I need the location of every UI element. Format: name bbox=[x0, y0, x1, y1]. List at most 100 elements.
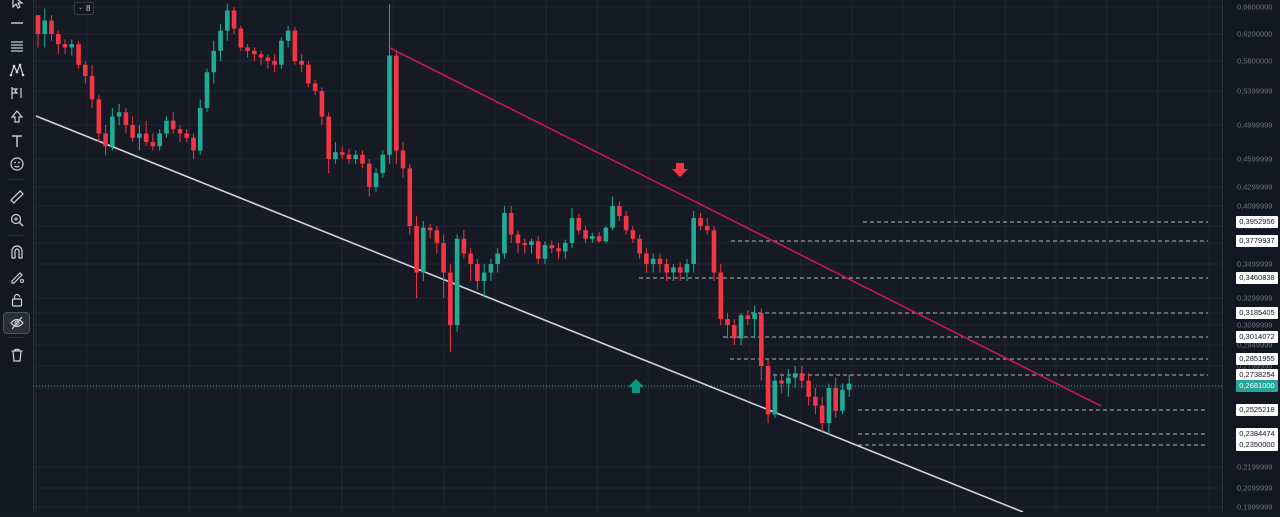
candle-body[interactable] bbox=[711, 230, 717, 273]
candle-body[interactable] bbox=[238, 28, 244, 48]
candle-body[interactable] bbox=[177, 129, 183, 134]
candle-body[interactable] bbox=[833, 388, 838, 411]
lock-tool[interactable] bbox=[4, 290, 29, 310]
candle-body[interactable] bbox=[475, 264, 480, 281]
candle-body[interactable] bbox=[508, 213, 514, 235]
candle-body[interactable] bbox=[657, 258, 663, 264]
candle-body[interactable] bbox=[110, 116, 115, 147]
candle-body[interactable] bbox=[542, 245, 548, 259]
candle-body[interactable] bbox=[684, 264, 690, 273]
candle-body[interactable] bbox=[346, 154, 352, 159]
candle-body[interactable] bbox=[96, 99, 102, 134]
candle-body[interactable] bbox=[245, 47, 250, 51]
price-axis[interactable]: 0,6600000 0,6200000 0,5800000 0,5399999 0,49… bbox=[1222, 0, 1280, 512]
candle-body[interactable] bbox=[116, 112, 122, 117]
candle-body[interactable] bbox=[590, 236, 595, 239]
candle-body[interactable] bbox=[204, 72, 210, 108]
candle-body[interactable] bbox=[319, 91, 325, 117]
magnet-tool[interactable] bbox=[4, 242, 29, 262]
candle-body[interactable] bbox=[617, 206, 622, 216]
candle-body[interactable] bbox=[556, 248, 561, 252]
fib-retracement-tool[interactable] bbox=[4, 36, 29, 56]
level-price-label[interactable]: 0,2738254 bbox=[1236, 369, 1278, 381]
candle-body[interactable] bbox=[130, 125, 135, 138]
candle-body[interactable] bbox=[434, 230, 440, 243]
pattern-tool[interactable] bbox=[4, 60, 29, 80]
candle-body[interactable] bbox=[170, 120, 176, 130]
candle-body[interactable] bbox=[292, 30, 298, 61]
candle-body[interactable] bbox=[164, 120, 169, 134]
level-price-label[interactable]: 0,2350000 bbox=[1236, 439, 1278, 451]
candle-body[interactable] bbox=[150, 142, 156, 147]
candle-body[interactable] bbox=[738, 315, 744, 339]
candle-body[interactable] bbox=[62, 44, 68, 48]
candle-body[interactable] bbox=[562, 243, 568, 252]
candle-body[interactable] bbox=[448, 272, 453, 326]
emoji-tool[interactable] bbox=[4, 154, 29, 174]
candle-body[interactable] bbox=[481, 272, 487, 282]
candle-body[interactable] bbox=[258, 54, 264, 58]
candle-body[interactable] bbox=[650, 258, 656, 264]
candle-body[interactable] bbox=[765, 366, 771, 415]
candle-body[interactable] bbox=[495, 253, 500, 265]
candle-body[interactable] bbox=[583, 230, 588, 239]
candle-body[interactable] bbox=[745, 315, 751, 319]
candle-body[interactable] bbox=[407, 168, 413, 226]
candle-body[interactable] bbox=[231, 10, 237, 29]
candle-body[interactable] bbox=[677, 267, 683, 273]
candle-body[interactable] bbox=[637, 238, 642, 254]
candle-body[interactable] bbox=[252, 50, 257, 55]
candle-body[interactable] bbox=[42, 20, 48, 35]
candle-body[interactable] bbox=[83, 64, 88, 76]
candle-body[interactable] bbox=[197, 108, 203, 151]
price-chart[interactable]: ⌄ 8 bbox=[33, 0, 1222, 513]
candle-body[interactable] bbox=[569, 218, 575, 243]
trash-tool[interactable] bbox=[4, 345, 29, 365]
candle-body[interactable] bbox=[184, 133, 190, 138]
candle-body[interactable] bbox=[799, 373, 805, 381]
candle-body[interactable] bbox=[265, 57, 271, 61]
candle-body[interactable] bbox=[55, 34, 61, 45]
candle-body[interactable] bbox=[691, 218, 697, 264]
prediction-tool[interactable] bbox=[4, 83, 29, 103]
candle-body[interactable] bbox=[380, 154, 386, 173]
candle-body[interactable] bbox=[644, 253, 649, 265]
candle-body[interactable] bbox=[218, 30, 223, 51]
candle-body[interactable] bbox=[69, 44, 75, 48]
level-price-label[interactable]: 0,3779937 bbox=[1236, 235, 1278, 247]
level-price-label[interactable]: 0,2525218 bbox=[1236, 404, 1278, 416]
candle-body[interactable] bbox=[461, 238, 467, 254]
candle-body[interactable] bbox=[502, 213, 507, 254]
candle-body[interactable] bbox=[725, 319, 730, 325]
candle-body[interactable] bbox=[813, 396, 818, 406]
candle-body[interactable] bbox=[786, 377, 791, 384]
level-price-label[interactable]: 0,2851955 bbox=[1236, 353, 1278, 365]
candle-body[interactable] bbox=[698, 218, 703, 226]
candle-body[interactable] bbox=[759, 313, 764, 366]
candle-body[interactable] bbox=[421, 227, 426, 273]
candle-body[interactable] bbox=[279, 40, 284, 65]
zoom-in-tool[interactable] bbox=[4, 210, 29, 230]
candle-body[interactable] bbox=[441, 243, 446, 273]
candle-body[interactable] bbox=[454, 238, 460, 325]
candle-body[interactable] bbox=[772, 380, 778, 415]
candle-body[interactable] bbox=[671, 267, 676, 273]
candle-body[interactable] bbox=[603, 227, 609, 242]
channel-lower-trendline[interactable] bbox=[35, 115, 1024, 513]
candle-body[interactable] bbox=[704, 226, 710, 231]
channel-upper-trendline[interactable] bbox=[389, 47, 1102, 407]
candle-body[interactable] bbox=[333, 152, 338, 159]
arrow-down-marker[interactable] bbox=[672, 163, 688, 177]
candle-body[interactable] bbox=[549, 245, 555, 249]
candle-body[interactable] bbox=[157, 133, 162, 147]
candle-body[interactable] bbox=[468, 253, 473, 265]
candle-body[interactable] bbox=[312, 83, 318, 92]
candle-body[interactable] bbox=[326, 116, 331, 160]
candle-body[interactable] bbox=[515, 234, 521, 244]
candle-body[interactable] bbox=[529, 241, 534, 246]
arrow-up-marker[interactable] bbox=[628, 379, 644, 393]
candle-body[interactable] bbox=[366, 163, 372, 187]
candle-body[interactable] bbox=[819, 405, 825, 424]
candle-body[interactable] bbox=[373, 173, 379, 187]
ruler-tool[interactable] bbox=[4, 187, 29, 207]
